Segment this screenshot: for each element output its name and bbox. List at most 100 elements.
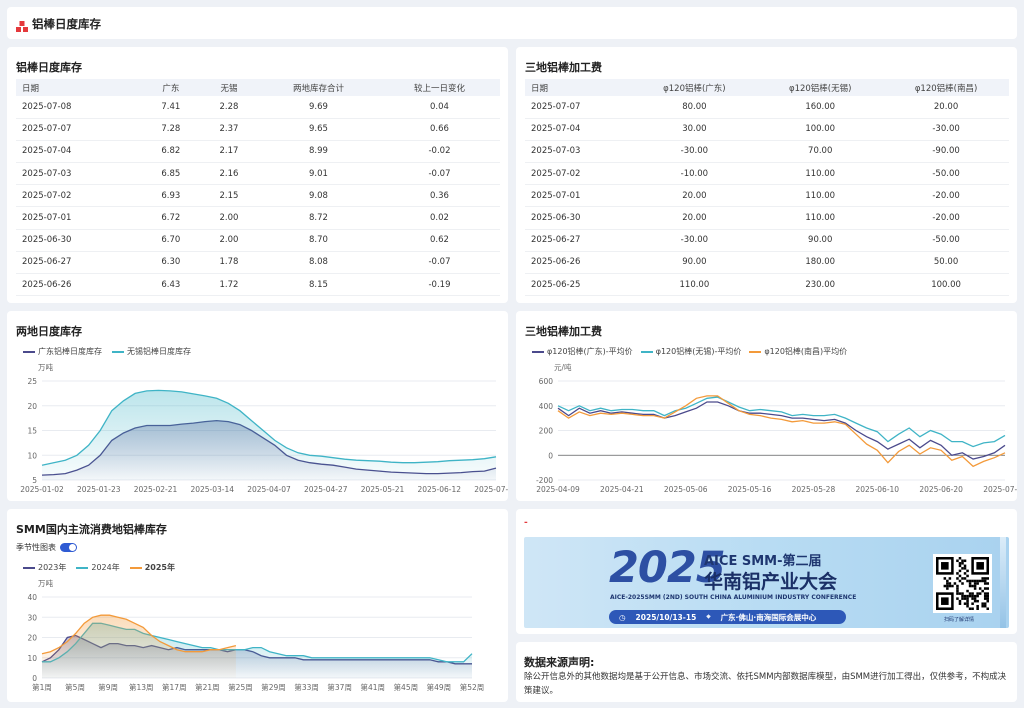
table-row: 2025-07-08 7.41 2.28 9.69 0.04	[16, 96, 500, 119]
qr-module	[976, 594, 979, 598]
series-area	[42, 615, 236, 678]
qr-module	[956, 597, 959, 600]
legend-item-guangdong[interactable]: 广东铝棒日度库存	[23, 346, 102, 357]
qr-module	[961, 597, 964, 600]
qr-module	[968, 579, 972, 583]
qr-module	[986, 599, 989, 603]
table-cell: 2025-06-30	[525, 206, 632, 230]
banner-line1: AICE SMM-第二届	[704, 554, 822, 569]
y-tick-label: 20	[27, 402, 37, 411]
qr-module	[966, 597, 969, 600]
table-row: 2025-07-03 -30.00 70.00 -90.00	[525, 140, 1009, 164]
qr-module	[973, 587, 977, 590]
qr-module	[968, 582, 972, 585]
table-cell: 2025-07-07	[525, 96, 632, 119]
qr-module	[976, 604, 979, 608]
legend-label: φ120铝棒(无锡)-平均价	[655, 347, 742, 356]
qr-module	[968, 592, 972, 595]
qr-module	[981, 579, 984, 583]
conference-banner[interactable]: 2025 AICE SMM-第二届 华南铝产业大会 AICE-2025SMM (…	[524, 537, 1009, 628]
table-cell: 110.00	[631, 273, 758, 297]
qr-module	[981, 577, 984, 580]
table-cell: 110.00	[757, 184, 884, 208]
qr-module	[958, 557, 962, 560]
table-cell: 6.93	[141, 184, 200, 208]
table-row: 2025-07-01 6.72 2.00 8.72 0.02	[16, 206, 500, 230]
table-cell: 2.00	[199, 229, 258, 252]
qr-module	[973, 599, 977, 603]
table-row: 2025-06-26 6.43 1.72 8.15 -0.19	[16, 273, 500, 297]
qr-module	[958, 602, 962, 605]
legend-item-nanchang[interactable]: φ120铝棒(南昌)平均价	[749, 346, 847, 357]
qr-module	[971, 594, 974, 598]
legend-item-wuxi[interactable]: 无锡铝棒日度库存	[112, 346, 191, 357]
series-line	[557, 401, 1006, 460]
x-tick-label: 2025-06-10	[855, 485, 899, 494]
qr-module	[953, 582, 957, 585]
qr-module	[958, 574, 962, 578]
processing-fee-table: 日期 φ120铝棒(广东) φ120铝棒(无锡) φ120铝棒(南昌) 2025-07…	[525, 79, 1009, 297]
qr-module	[963, 577, 967, 580]
legend-label: φ120铝棒(南昌)平均价	[764, 347, 848, 356]
legend-label: 2023年	[38, 563, 67, 572]
qr-module	[963, 602, 967, 605]
qr-module	[983, 594, 987, 598]
banner-year: 2025	[609, 543, 726, 593]
page-title: 铝棒日度库存	[32, 17, 101, 31]
qr-module	[961, 592, 964, 595]
legend-item-2023[interactable]: 2023年	[23, 562, 66, 573]
table-cell: 2025-07-01	[525, 184, 632, 208]
qr-module	[976, 592, 979, 595]
qr-module	[971, 584, 974, 588]
table-cell: 110.00	[757, 206, 884, 230]
x-tick-label: 2025-04-21	[600, 485, 644, 494]
x-tick-label: 2025-01-23	[77, 485, 121, 494]
legend-item-guangdong[interactable]: φ120铝棒(广东)-平均价	[532, 346, 633, 357]
column-header: 两地库存合计	[257, 79, 379, 96]
column-header: φ120铝棒(无锡)	[757, 79, 884, 96]
legend-swatch	[23, 350, 35, 353]
qr-module	[961, 559, 964, 563]
table-cell: 7.28	[141, 118, 200, 141]
conference-banner-card: - 2025 AICE SMM-第二届 华南铝产业大会 AICE-2025SMM…	[516, 509, 1017, 634]
table-cell: 100.00	[883, 273, 1009, 297]
table-cell: 2.16	[199, 162, 258, 186]
table-cell: 2025-07-07	[16, 118, 142, 141]
x-tick-label: 第25周	[228, 682, 253, 692]
toggle-switch[interactable]	[60, 543, 77, 552]
x-tick-label: 2025-07-07	[983, 485, 1017, 494]
legend-label: 广东铝棒日度库存	[38, 347, 102, 356]
table-cell: 2025-07-02	[16, 184, 142, 208]
y-tick-label: 10	[27, 654, 37, 663]
banner-line3: AICE-2025SMM (2ND) SOUTH CHINA ALUMINIUM…	[610, 594, 857, 601]
table-cell: 160.00	[757, 96, 884, 119]
qr-module	[963, 564, 967, 568]
table-row: 2025-07-02 -10.00 110.00 -50.00	[525, 162, 1009, 186]
table-cell: 2025-07-01	[16, 206, 142, 230]
table-row: 2025-06-30 20.00 110.00 -20.00	[525, 206, 1009, 230]
table-row: 2025-06-30 6.70 2.00 8.70 0.62	[16, 229, 500, 252]
qr-module	[983, 579, 987, 583]
chart-legend: 2023年 2024年 2025年	[23, 562, 175, 573]
qr-module	[983, 592, 987, 595]
y-axis-unit: 万吨	[38, 579, 53, 588]
qr-module	[948, 584, 952, 588]
table-cell: 1.78	[199, 251, 258, 275]
table-cell: 50.00	[883, 251, 1009, 275]
table-cell: 6.82	[141, 140, 200, 164]
column-header: φ120铝棒(南昌)	[883, 79, 1009, 96]
legend-label: 2025年	[144, 563, 175, 572]
legend-item-2025[interactable]: 2025年	[129, 562, 175, 573]
qr-module	[956, 577, 959, 580]
processing-fee-table-title: 三地铝棒加工费	[525, 61, 602, 74]
x-tick-label: 第29周	[261, 682, 286, 692]
qr-module	[966, 599, 969, 603]
y-tick-label: 0	[548, 451, 553, 460]
qr-module	[966, 594, 969, 598]
qr-module	[961, 577, 964, 580]
legend-item-wuxi[interactable]: φ120铝棒(无锡)-平均价	[640, 346, 742, 357]
seasonal-toggle[interactable]: 季节性图表	[16, 542, 77, 553]
legend-item-2024[interactable]: 2024年	[76, 562, 120, 573]
